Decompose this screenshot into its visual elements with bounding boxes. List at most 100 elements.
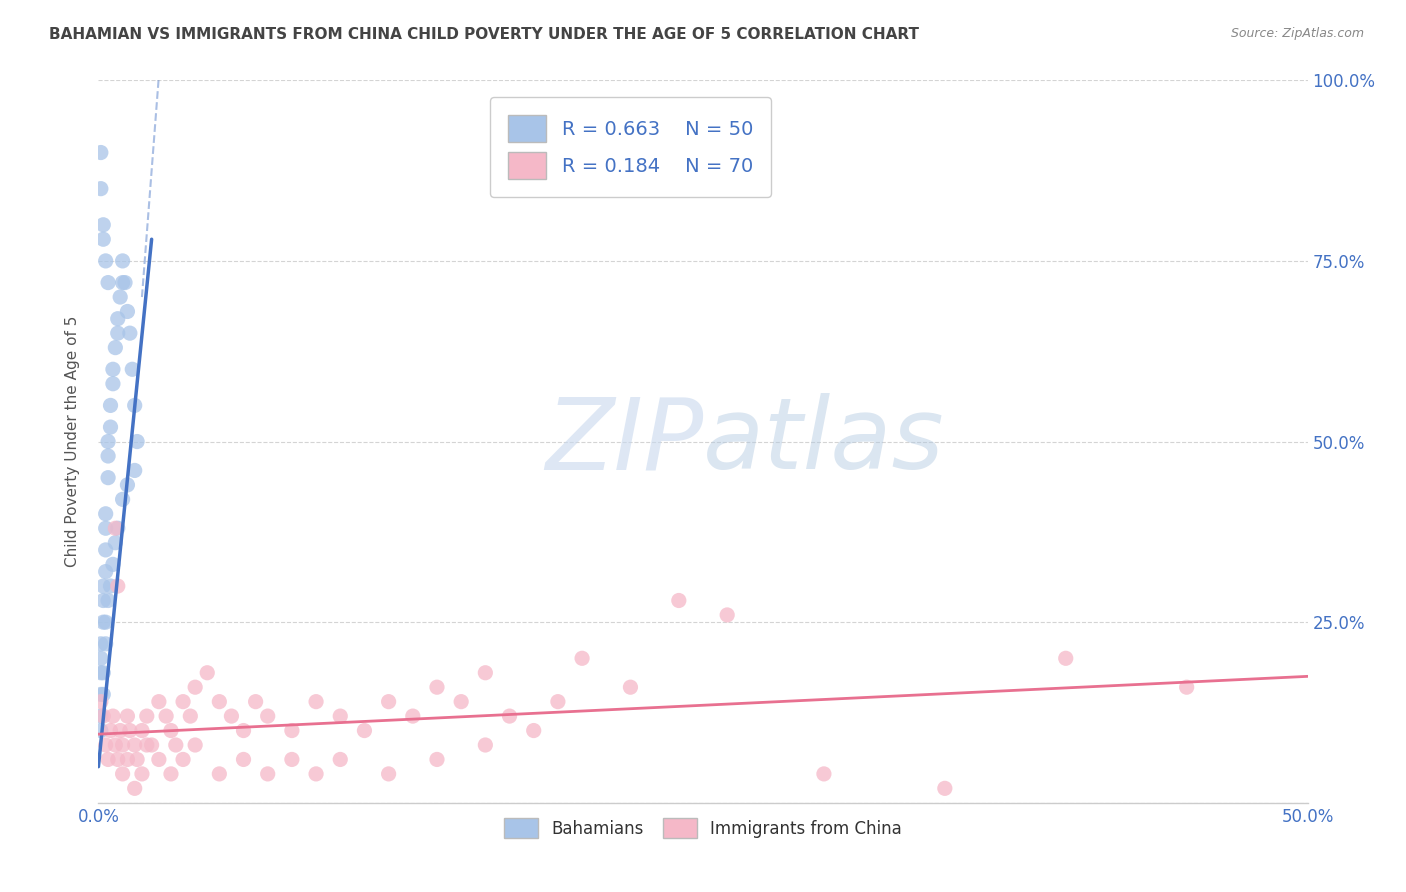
Point [121, 362, 143, 376]
Point [934, 781, 956, 796]
Point [305, 767, 328, 781]
Point [91, 709, 114, 723]
Point [547, 695, 569, 709]
Point [160, 767, 183, 781]
Point [94, 542, 117, 557]
Point [474, 665, 496, 680]
Point [148, 695, 170, 709]
Point [94, 615, 117, 630]
Point [117, 752, 139, 766]
Point [305, 695, 328, 709]
Point [111, 276, 134, 290]
Point [141, 738, 163, 752]
Point [90, 709, 112, 723]
Point [104, 738, 127, 752]
Point [111, 767, 134, 781]
Point [619, 680, 641, 694]
Point [91, 218, 114, 232]
Point [94, 637, 117, 651]
Point [245, 695, 267, 709]
Point [107, 326, 129, 340]
Point [135, 738, 157, 752]
Point [101, 558, 124, 572]
Point [94, 521, 117, 535]
Point [90, 182, 112, 196]
Point [101, 362, 124, 376]
Point [91, 579, 114, 593]
Point [90, 637, 112, 651]
Point [100, 579, 122, 593]
Point [498, 709, 520, 723]
Point [97, 449, 120, 463]
Point [94, 738, 117, 752]
Text: BAHAMIAN VS IMMIGRANTS FROM CHINA CHILD POVERTY UNDER THE AGE OF 5 CORRELATION C: BAHAMIAN VS IMMIGRANTS FROM CHINA CHILD … [49, 27, 920, 42]
Point [94, 507, 117, 521]
Point [450, 695, 472, 709]
Point [90, 723, 112, 738]
Point [111, 492, 134, 507]
Point [97, 593, 120, 607]
Point [124, 463, 146, 477]
Point [402, 709, 425, 723]
Point [104, 521, 127, 535]
Point [91, 593, 114, 607]
Point [107, 579, 129, 593]
Point [426, 680, 449, 694]
Point [1054, 651, 1077, 665]
Point [104, 341, 127, 355]
Point [97, 276, 120, 290]
Point [135, 709, 157, 723]
Point [377, 767, 399, 781]
Point [97, 752, 120, 766]
Point [716, 607, 738, 622]
Point [172, 752, 194, 766]
Point [118, 326, 141, 340]
Point [124, 398, 146, 412]
Text: atlas: atlas [703, 393, 945, 490]
Y-axis label: Child Poverty Under the Age of 5: Child Poverty Under the Age of 5 [65, 316, 80, 567]
Legend: Bahamians, Immigrants from China: Bahamians, Immigrants from China [498, 812, 908, 845]
Point [97, 470, 120, 484]
Point [232, 752, 254, 766]
Point [813, 767, 835, 781]
Point [91, 665, 114, 680]
Point [90, 687, 112, 701]
Point [148, 752, 170, 766]
Point [281, 752, 304, 766]
Point [117, 478, 139, 492]
Point [184, 738, 207, 752]
Point [108, 723, 131, 738]
Point [195, 665, 218, 680]
Point [281, 723, 304, 738]
Point [208, 767, 231, 781]
Point [108, 290, 131, 304]
Point [94, 565, 117, 579]
Point [353, 723, 375, 738]
Point [668, 593, 690, 607]
Point [117, 709, 139, 723]
Point [1175, 680, 1198, 694]
Point [124, 781, 146, 796]
Point [256, 709, 278, 723]
Point [91, 232, 114, 246]
Point [221, 709, 243, 723]
Point [100, 398, 122, 412]
Point [107, 752, 129, 766]
Point [124, 738, 146, 752]
Point [90, 665, 112, 680]
Point [107, 521, 129, 535]
Point [131, 767, 153, 781]
Point [329, 752, 352, 766]
Point [127, 752, 149, 766]
Point [101, 709, 124, 723]
Point [90, 651, 112, 665]
Point [131, 723, 153, 738]
Point [90, 695, 112, 709]
Point [117, 304, 139, 318]
Point [100, 420, 122, 434]
Point [179, 709, 201, 723]
Point [111, 253, 134, 268]
Point [91, 615, 114, 630]
Point [101, 376, 124, 391]
Point [160, 723, 183, 738]
